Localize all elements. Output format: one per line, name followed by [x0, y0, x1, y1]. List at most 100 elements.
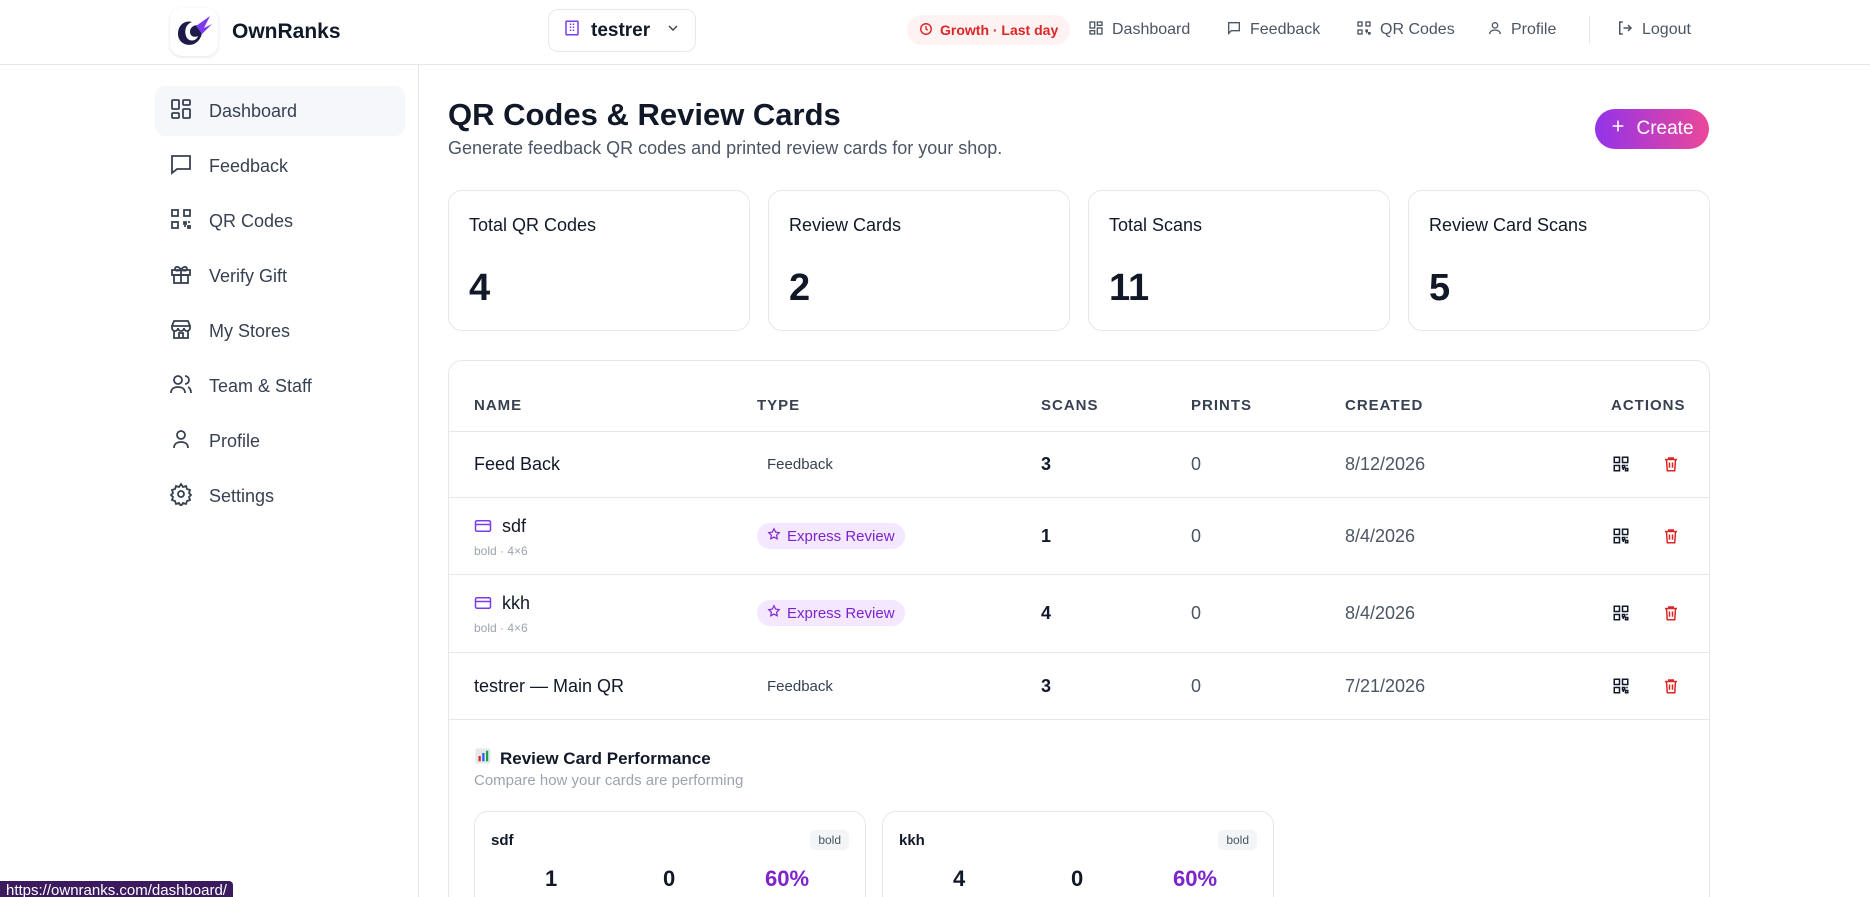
- sidebar-item-label: QR Codes: [209, 210, 294, 231]
- performance-title-label: Review Card Performance: [500, 748, 711, 768]
- stat-value: 4: [469, 267, 491, 309]
- message-icon: [1226, 20, 1242, 41]
- row-name: kkh: [502, 593, 531, 613]
- performance-card-tag: bold: [1218, 830, 1257, 850]
- type-badge: Express Review: [757, 523, 905, 549]
- row-name: testrer — Main QR: [474, 676, 625, 696]
- performance-card-prints: 0: [1071, 866, 1084, 891]
- dashboard-icon: [1088, 20, 1104, 41]
- qr-icon[interactable]: [1611, 603, 1631, 623]
- sidebar-item-label: Profile: [209, 430, 261, 451]
- plan-badge[interactable]: Growth · Last day: [907, 15, 1071, 45]
- create-button[interactable]: Create: [1595, 109, 1709, 149]
- trash-icon[interactable]: [1661, 526, 1681, 546]
- performance-card[interactable]: sdf bold 1 0 60%: [474, 811, 866, 897]
- qr-icon: [1356, 20, 1372, 41]
- qr-icon[interactable]: [1611, 676, 1631, 696]
- table-row[interactable]: kkh bold · 4×6 Express Review 4 0 8/4/20…: [449, 575, 1709, 653]
- user-icon: [1487, 20, 1503, 41]
- stat-value: 5: [1429, 267, 1451, 309]
- qr-icon[interactable]: [1611, 454, 1631, 474]
- qr-icon: [169, 207, 193, 236]
- stat-card-review-cards: Review Cards 2: [768, 190, 1070, 331]
- trash-icon[interactable]: [1661, 603, 1681, 623]
- status-url: https://ownranks.com/dashboard/: [0, 881, 233, 897]
- performance-title: Review Card Performance: [474, 747, 711, 770]
- performance-card-prints: 0: [663, 866, 676, 891]
- stat-value: 2: [789, 267, 811, 309]
- sidebar-item-qr-codes[interactable]: QR Codes: [155, 196, 405, 246]
- sidebar-item-label: Dashboard: [209, 100, 298, 121]
- gear-icon: [169, 481, 193, 511]
- topnav-feedback[interactable]: Feedback: [1226, 15, 1320, 45]
- topnav-profile-label: Profile: [1511, 21, 1557, 38]
- star-icon: [767, 604, 781, 622]
- chevron-down-icon: [665, 20, 681, 41]
- clock-icon: [919, 22, 933, 39]
- type-badge-label: Express Review: [787, 527, 895, 545]
- sidebar-item-label: My Stores: [209, 320, 291, 341]
- type-badge: Feedback: [757, 675, 843, 698]
- topnav-logout[interactable]: Logout: [1616, 15, 1691, 45]
- row-created: 8/4/2026: [1345, 603, 1416, 623]
- table-row[interactable]: testrer — Main QR Feedback 3 0 7/21/2026: [449, 653, 1709, 720]
- row-prints: 0: [1191, 454, 1202, 474]
- stat-label: Review Card Scans: [1429, 215, 1588, 235]
- store-icon: [169, 317, 193, 346]
- column-header-name: NAME: [474, 397, 523, 414]
- row-prints: 0: [1191, 603, 1202, 623]
- performance-subtitle: Compare how your cards are performing: [474, 772, 744, 789]
- brand[interactable]: OwnRanks: [170, 8, 341, 56]
- qr-icon[interactable]: [1611, 526, 1631, 546]
- topnav-feedback-label: Feedback: [1250, 21, 1321, 38]
- sidebar-item-verify-gift[interactable]: Verify Gift: [155, 251, 405, 301]
- table-row[interactable]: Feed Back Feedback 3 0 8/12/2026: [449, 432, 1709, 498]
- message-icon: [169, 152, 193, 181]
- stat-card-total-qr-codes: Total QR Codes 4: [448, 190, 750, 331]
- performance-card[interactable]: kkh bold 4 0 60%: [882, 811, 1274, 897]
- column-header-scans: SCANS: [1041, 397, 1099, 414]
- sidebar-item-team-staff[interactable]: Team & Staff: [155, 361, 405, 411]
- performance-card-scans: 4: [953, 866, 966, 891]
- sidebar-item-feedback[interactable]: Feedback: [155, 141, 405, 191]
- plus-icon: [1610, 118, 1626, 140]
- plan-badge-label: Growth · Last day: [940, 22, 1059, 38]
- topnav-dashboard[interactable]: Dashboard: [1088, 15, 1190, 45]
- type-badge-label: Express Review: [787, 604, 895, 622]
- trash-icon[interactable]: [1661, 454, 1681, 474]
- sidebar-item-profile[interactable]: Profile: [155, 416, 405, 466]
- brand-name: OwnRanks: [232, 20, 341, 43]
- stat-label: Total QR Codes: [469, 215, 597, 235]
- card-icon: [474, 595, 492, 616]
- performance-card-tag: bold: [810, 830, 849, 850]
- page-subtitle: Generate feedback QR codes and printed r…: [448, 138, 1003, 158]
- sidebar-item-settings[interactable]: Settings: [155, 471, 405, 521]
- stat-label: Total Scans: [1109, 215, 1203, 235]
- user-icon: [169, 427, 193, 456]
- gift-icon: [169, 262, 193, 291]
- performance-card-name: kkh: [899, 832, 925, 849]
- row-scans: 1: [1041, 526, 1052, 546]
- topnav-profile[interactable]: Profile: [1487, 15, 1556, 45]
- row-created: 7/21/2026: [1345, 676, 1426, 696]
- row-name: Feed Back: [474, 454, 561, 474]
- row-scans: 3: [1041, 454, 1052, 474]
- trash-icon[interactable]: [1661, 676, 1681, 696]
- performance-card-name: sdf: [491, 832, 514, 849]
- sidebar-item-label: Settings: [209, 485, 275, 506]
- row-prints: 0: [1191, 676, 1202, 696]
- row-meta: bold · 4×6: [474, 544, 528, 558]
- topnav-qr-codes[interactable]: QR Codes: [1356, 15, 1455, 45]
- sidebar-item-dashboard[interactable]: Dashboard: [155, 86, 405, 136]
- row-scans: 3: [1041, 676, 1052, 696]
- brand-logo-icon: [170, 8, 218, 56]
- stat-card-review-card-scans: Review Card Scans 5: [1408, 190, 1710, 331]
- row-scans: 4: [1041, 603, 1052, 623]
- star-icon: [767, 527, 781, 545]
- store-selector[interactable]: testrer: [548, 9, 696, 52]
- sidebar-item-my-stores[interactable]: My Stores: [155, 306, 405, 356]
- top-bar: OwnRanks testrer Growth · Last day Dashb…: [0, 0, 1870, 65]
- type-badge: Feedback: [757, 453, 843, 476]
- table-row[interactable]: sdf bold · 4×6 Express Review 1 0 8/4/20…: [449, 498, 1709, 575]
- topnav-dashboard-label: Dashboard: [1112, 21, 1191, 38]
